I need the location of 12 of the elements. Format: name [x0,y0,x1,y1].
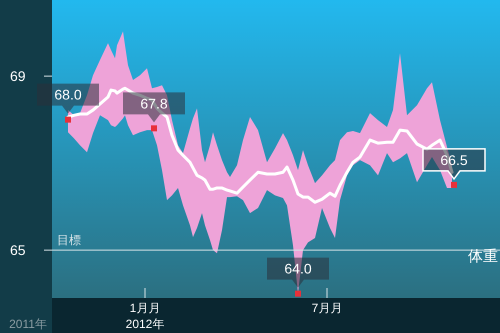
x-tick-label: 7月月 [312,301,342,315]
y-tick-label: 69 [10,68,26,84]
data-label: 66.5 [440,152,468,168]
data-label: 67.8 [140,95,168,112]
ref-line-label: 目標 [57,233,81,248]
data-label: 64.0 [284,260,312,277]
text: 体重 [468,248,498,266]
data-label: 68.0 [54,86,82,103]
x-tick-label: 1月月 [130,301,160,315]
y-tick-label: 65 [10,242,26,258]
text: 2012年 [126,317,164,331]
text: 2011年 [9,317,47,331]
